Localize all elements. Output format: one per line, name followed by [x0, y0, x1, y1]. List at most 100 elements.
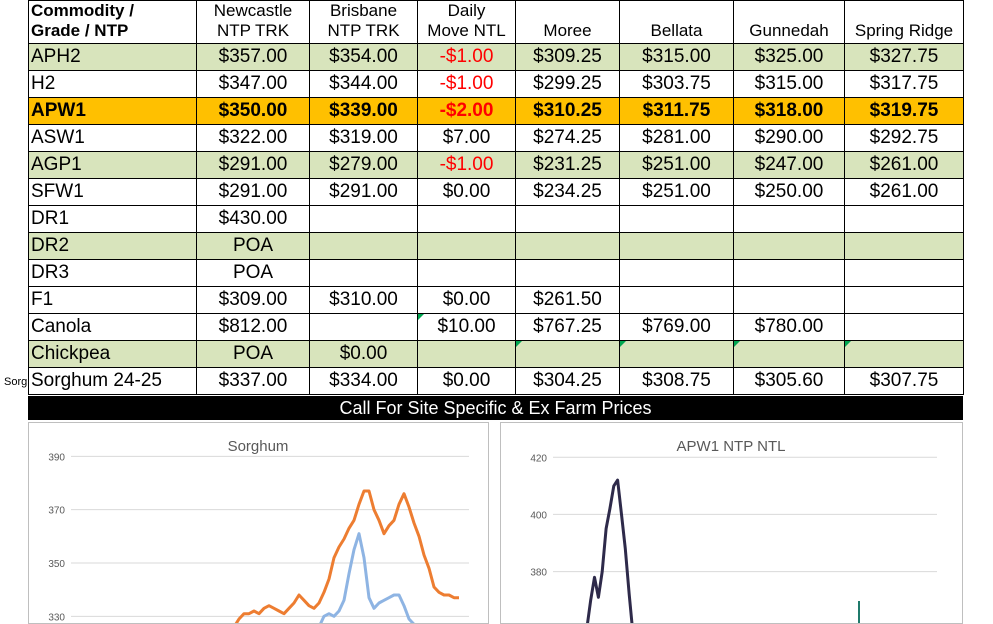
- price-cell[interactable]: $309.25: [515, 43, 620, 71]
- price-cell[interactable]: $304.25: [515, 367, 620, 395]
- commodity-cell[interactable]: DR1: [28, 205, 197, 233]
- price-cell[interactable]: $339.00: [309, 97, 418, 125]
- price-cell[interactable]: [733, 340, 845, 368]
- price-cell[interactable]: $234.25: [515, 178, 620, 206]
- price-cell[interactable]: $279.00: [309, 151, 418, 179]
- price-cell[interactable]: [417, 259, 516, 287]
- price-cell[interactable]: $319.75: [844, 97, 964, 125]
- price-cell[interactable]: $350.00: [196, 97, 310, 125]
- price-cell[interactable]: [619, 259, 734, 287]
- price-cell[interactable]: $315.00: [733, 70, 845, 98]
- price-cell[interactable]: [515, 205, 620, 233]
- price-cell[interactable]: $310.25: [515, 97, 620, 125]
- price-cell[interactable]: $344.00: [309, 70, 418, 98]
- commodity-cell[interactable]: APW1: [28, 97, 197, 125]
- price-cell[interactable]: [733, 259, 845, 287]
- price-cell[interactable]: [733, 232, 845, 260]
- price-cell[interactable]: -$1.00: [417, 43, 516, 71]
- commodity-cell[interactable]: H2: [28, 70, 197, 98]
- price-cell[interactable]: $0.00: [417, 286, 516, 314]
- price-cell[interactable]: $251.00: [619, 178, 734, 206]
- price-cell[interactable]: $10.00: [417, 313, 516, 341]
- price-cell[interactable]: [844, 313, 964, 341]
- price-cell[interactable]: $311.75: [619, 97, 734, 125]
- price-cell[interactable]: -$1.00: [417, 151, 516, 179]
- price-cell[interactable]: $354.00: [309, 43, 418, 71]
- price-cell[interactable]: $250.00: [733, 178, 845, 206]
- price-cell[interactable]: [515, 340, 620, 368]
- price-cell[interactable]: [417, 232, 516, 260]
- price-cell[interactable]: [844, 232, 964, 260]
- price-cell[interactable]: $334.00: [309, 367, 418, 395]
- price-cell[interactable]: $291.00: [196, 151, 310, 179]
- commodity-cell[interactable]: SFW1: [28, 178, 197, 206]
- price-cell[interactable]: $0.00: [309, 340, 418, 368]
- price-cell[interactable]: [619, 232, 734, 260]
- price-cell[interactable]: $309.00: [196, 286, 310, 314]
- price-cell[interactable]: [515, 259, 620, 287]
- price-cell[interactable]: [417, 205, 516, 233]
- price-cell[interactable]: $292.75: [844, 124, 964, 152]
- price-cell[interactable]: $767.25: [515, 313, 620, 341]
- price-cell[interactable]: [844, 286, 964, 314]
- price-cell[interactable]: [619, 286, 734, 314]
- commodity-cell[interactable]: F1: [28, 286, 197, 314]
- price-cell[interactable]: $261.00: [844, 151, 964, 179]
- price-cell[interactable]: -$2.00: [417, 97, 516, 125]
- commodity-cell[interactable]: DR3: [28, 259, 197, 287]
- price-cell[interactable]: [309, 205, 418, 233]
- price-cell[interactable]: $247.00: [733, 151, 845, 179]
- price-cell[interactable]: $305.60: [733, 367, 845, 395]
- price-cell[interactable]: [844, 340, 964, 368]
- price-cell[interactable]: $261.50: [515, 286, 620, 314]
- price-cell[interactable]: $307.75: [844, 367, 964, 395]
- price-cell[interactable]: $0.00: [417, 178, 516, 206]
- commodity-cell[interactable]: APH2: [28, 43, 197, 71]
- price-cell[interactable]: [515, 232, 620, 260]
- price-cell[interactable]: [417, 340, 516, 368]
- price-cell[interactable]: $0.00: [417, 367, 516, 395]
- price-cell[interactable]: $780.00: [733, 313, 845, 341]
- price-cell[interactable]: [309, 259, 418, 287]
- price-cell[interactable]: $299.25: [515, 70, 620, 98]
- price-cell[interactable]: $325.00: [733, 43, 845, 71]
- price-cell[interactable]: $318.00: [733, 97, 845, 125]
- price-cell[interactable]: POA: [196, 232, 310, 260]
- commodity-cell[interactable]: ASW1: [28, 124, 197, 152]
- commodity-cell[interactable]: AGP1: [28, 151, 197, 179]
- price-cell[interactable]: $261.00: [844, 178, 964, 206]
- price-cell[interactable]: [733, 205, 845, 233]
- price-cell[interactable]: $357.00: [196, 43, 310, 71]
- price-cell[interactable]: $319.00: [309, 124, 418, 152]
- price-cell[interactable]: $327.75: [844, 43, 964, 71]
- price-cell[interactable]: $231.25: [515, 151, 620, 179]
- price-cell[interactable]: $291.00: [309, 178, 418, 206]
- price-cell[interactable]: $315.00: [619, 43, 734, 71]
- price-cell[interactable]: $251.00: [619, 151, 734, 179]
- price-cell[interactable]: $7.00: [417, 124, 516, 152]
- price-cell[interactable]: [733, 286, 845, 314]
- commodity-cell[interactable]: Sorghum 24-25: [28, 367, 197, 395]
- price-cell[interactable]: POA: [196, 259, 310, 287]
- price-cell[interactable]: [309, 232, 418, 260]
- price-cell[interactable]: $274.25: [515, 124, 620, 152]
- price-cell[interactable]: $303.75: [619, 70, 734, 98]
- price-cell[interactable]: $769.00: [619, 313, 734, 341]
- price-cell[interactable]: $310.00: [309, 286, 418, 314]
- commodity-cell[interactable]: Canola: [28, 313, 197, 341]
- price-cell[interactable]: -$1.00: [417, 70, 516, 98]
- price-cell[interactable]: POA: [196, 340, 310, 368]
- price-cell[interactable]: [619, 205, 734, 233]
- price-cell[interactable]: $317.75: [844, 70, 964, 98]
- price-cell[interactable]: [844, 259, 964, 287]
- price-cell[interactable]: $281.00: [619, 124, 734, 152]
- price-cell[interactable]: $430.00: [196, 205, 310, 233]
- price-cell[interactable]: [844, 205, 964, 233]
- price-cell[interactable]: [619, 340, 734, 368]
- commodity-cell[interactable]: DR2: [28, 232, 197, 260]
- price-cell[interactable]: $812.00: [196, 313, 310, 341]
- price-cell[interactable]: [309, 313, 418, 341]
- commodity-cell[interactable]: Chickpea: [28, 340, 197, 368]
- price-cell[interactable]: $290.00: [733, 124, 845, 152]
- price-cell[interactable]: $337.00: [196, 367, 310, 395]
